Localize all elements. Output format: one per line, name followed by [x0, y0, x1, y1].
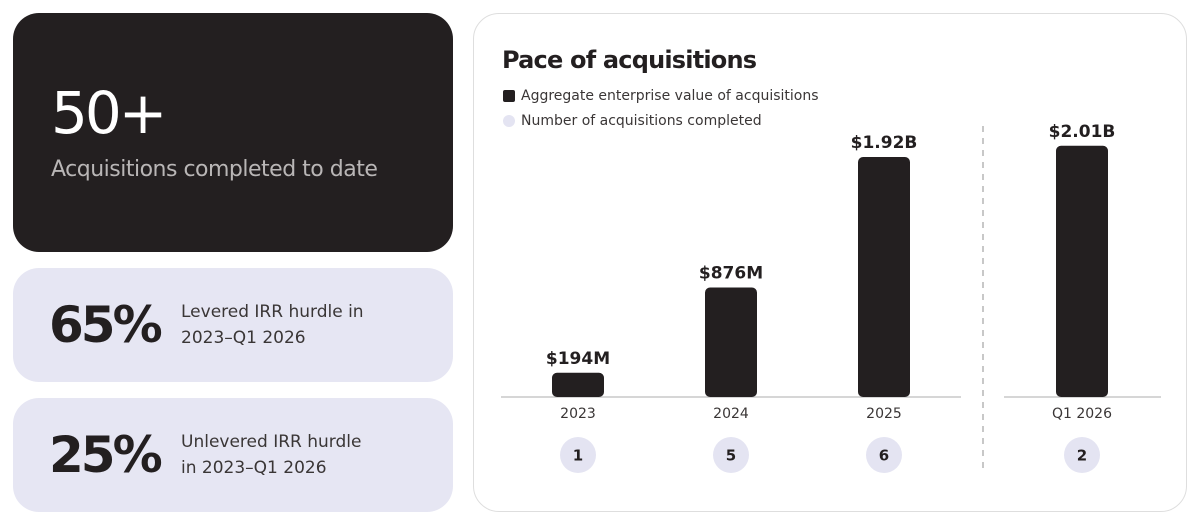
stat-label: Unlevered IRR hurdle in 2023–Q1 2026 — [181, 432, 362, 478]
x-tick-label: Q1 2026 — [1052, 406, 1112, 422]
chart-title: Pace of acquisitions — [502, 46, 757, 74]
legend-label: Number of acquisitions completed — [521, 113, 762, 129]
stat-card: 50+ Acquisitions completed to date — [13, 13, 453, 252]
count-label: 2 — [1077, 447, 1087, 465]
bar — [858, 157, 910, 397]
value-label: $1.92B — [851, 133, 918, 153]
stat-value: 50+ — [51, 79, 167, 147]
count-label: 6 — [879, 447, 889, 465]
stat-card: 25% Unlevered IRR hurdle in 2023–Q1 2026 — [13, 398, 453, 512]
stat-label: Acquisitions completed to date — [51, 157, 378, 182]
count-badge — [866, 437, 902, 473]
stat-card: 65% Levered IRR hurdle in 2023–Q1 2026 — [13, 268, 453, 382]
count-label: 5 — [726, 447, 736, 465]
chart-panel: Pace of acquisitions Aggregate enterpris… — [473, 13, 1187, 512]
bar — [1056, 145, 1108, 397]
legend-label: Aggregate enterprise value of acquisitio… — [521, 88, 819, 104]
chart: Pace of acquisitions Aggregate enterpris… — [501, 46, 1161, 474]
x-tick-label: 2023 — [560, 406, 596, 422]
count-badge — [560, 437, 596, 473]
legend-swatch — [503, 115, 515, 127]
count-badge — [713, 437, 749, 473]
count-label: 1 — [573, 447, 583, 465]
stat-value: 65% — [49, 296, 163, 354]
legend-swatch — [503, 90, 515, 102]
value-label: $194M — [546, 349, 610, 369]
bar — [552, 372, 604, 397]
x-tick-label: 2025 — [866, 406, 902, 422]
bar — [705, 287, 757, 397]
value-label: $876M — [699, 264, 763, 284]
stat-label: Levered IRR hurdle in 2023–Q1 2026 — [181, 302, 364, 348]
count-badge — [1064, 437, 1100, 473]
x-tick-label: 2024 — [713, 406, 749, 422]
stat-value: 25% — [49, 426, 163, 484]
value-label: $2.01B — [1049, 122, 1116, 142]
